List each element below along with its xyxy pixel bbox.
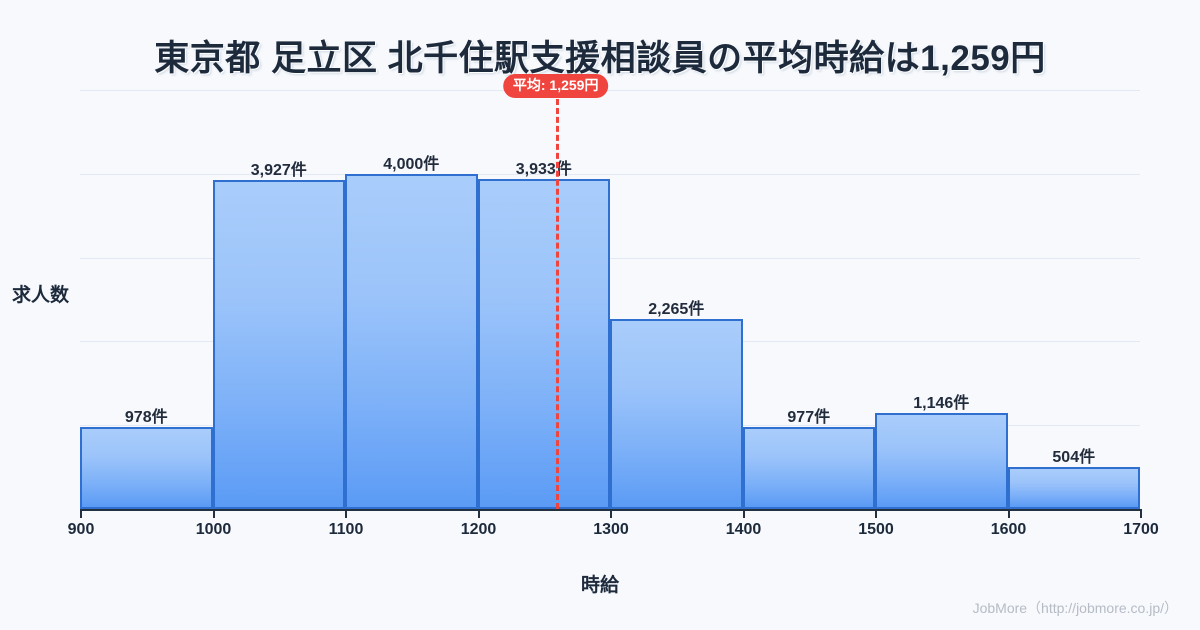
x-axis-tick-label: 1000 bbox=[195, 521, 232, 538]
bar bbox=[80, 427, 213, 509]
x-axis-tick bbox=[742, 509, 745, 518]
bar bbox=[742, 427, 875, 509]
x-axis-tick-label: 1500 bbox=[858, 521, 894, 538]
x-axis-tick-label: 1600 bbox=[990, 521, 1027, 538]
bar-value-label: 2,265件 bbox=[648, 301, 705, 319]
x-axis-title: 時給 bbox=[580, 575, 619, 596]
bar bbox=[1007, 466, 1140, 509]
bar bbox=[610, 319, 743, 509]
y-axis-title: 求人数 bbox=[12, 285, 70, 306]
bar bbox=[875, 412, 1008, 509]
x-axis-tick bbox=[610, 509, 612, 518]
bar bbox=[477, 179, 610, 509]
x-axis-tick-label: 1200 bbox=[460, 521, 497, 538]
bar bbox=[345, 173, 478, 509]
x-axis-tick bbox=[80, 509, 82, 518]
gridline bbox=[80, 257, 1140, 259]
bar-value-label: 3,927件 bbox=[250, 161, 307, 179]
x-axis-tick-label: 1700 bbox=[1123, 521, 1159, 538]
x-axis-tick bbox=[1140, 509, 1142, 518]
x-axis-tick-label: 1100 bbox=[328, 521, 364, 538]
bar-value-label: 1,146件 bbox=[913, 394, 970, 412]
bar-value-label: 3,933件 bbox=[515, 161, 572, 179]
bar-value-label: 977件 bbox=[787, 409, 831, 427]
x-axis-tick bbox=[345, 509, 347, 518]
footer-credit: JobMore（http://jobmore.co.jp/） bbox=[972, 600, 1178, 616]
bar-value-label: 978件 bbox=[124, 409, 168, 427]
bar-value-label: 4,000件 bbox=[383, 155, 440, 173]
gridline bbox=[80, 173, 1140, 175]
x-axis-tick-label: 900 bbox=[67, 521, 95, 538]
plot-area: 978件 3,927件 4,000件 3,933件 2,265件 977件 1,146件 50… bbox=[80, 74, 1140, 509]
average-badge: 平均: 1,259円 bbox=[502, 74, 609, 99]
average-marker-line bbox=[555, 90, 559, 509]
bar bbox=[212, 179, 345, 509]
x-axis-tick bbox=[212, 509, 215, 518]
x-axis-tick bbox=[477, 509, 480, 518]
x-axis-tick-label: 1300 bbox=[593, 521, 629, 538]
x-axis-tick bbox=[875, 509, 877, 518]
gridline bbox=[80, 90, 1140, 91]
x-axis-tick bbox=[1007, 509, 1010, 518]
bar-value-label: 504件 bbox=[1052, 448, 1096, 466]
x-axis-tick-label: 1400 bbox=[725, 521, 762, 538]
page-title: 東京都 足立区 北千住駅支援相談員の平均時給は1,259円 bbox=[154, 39, 1046, 78]
